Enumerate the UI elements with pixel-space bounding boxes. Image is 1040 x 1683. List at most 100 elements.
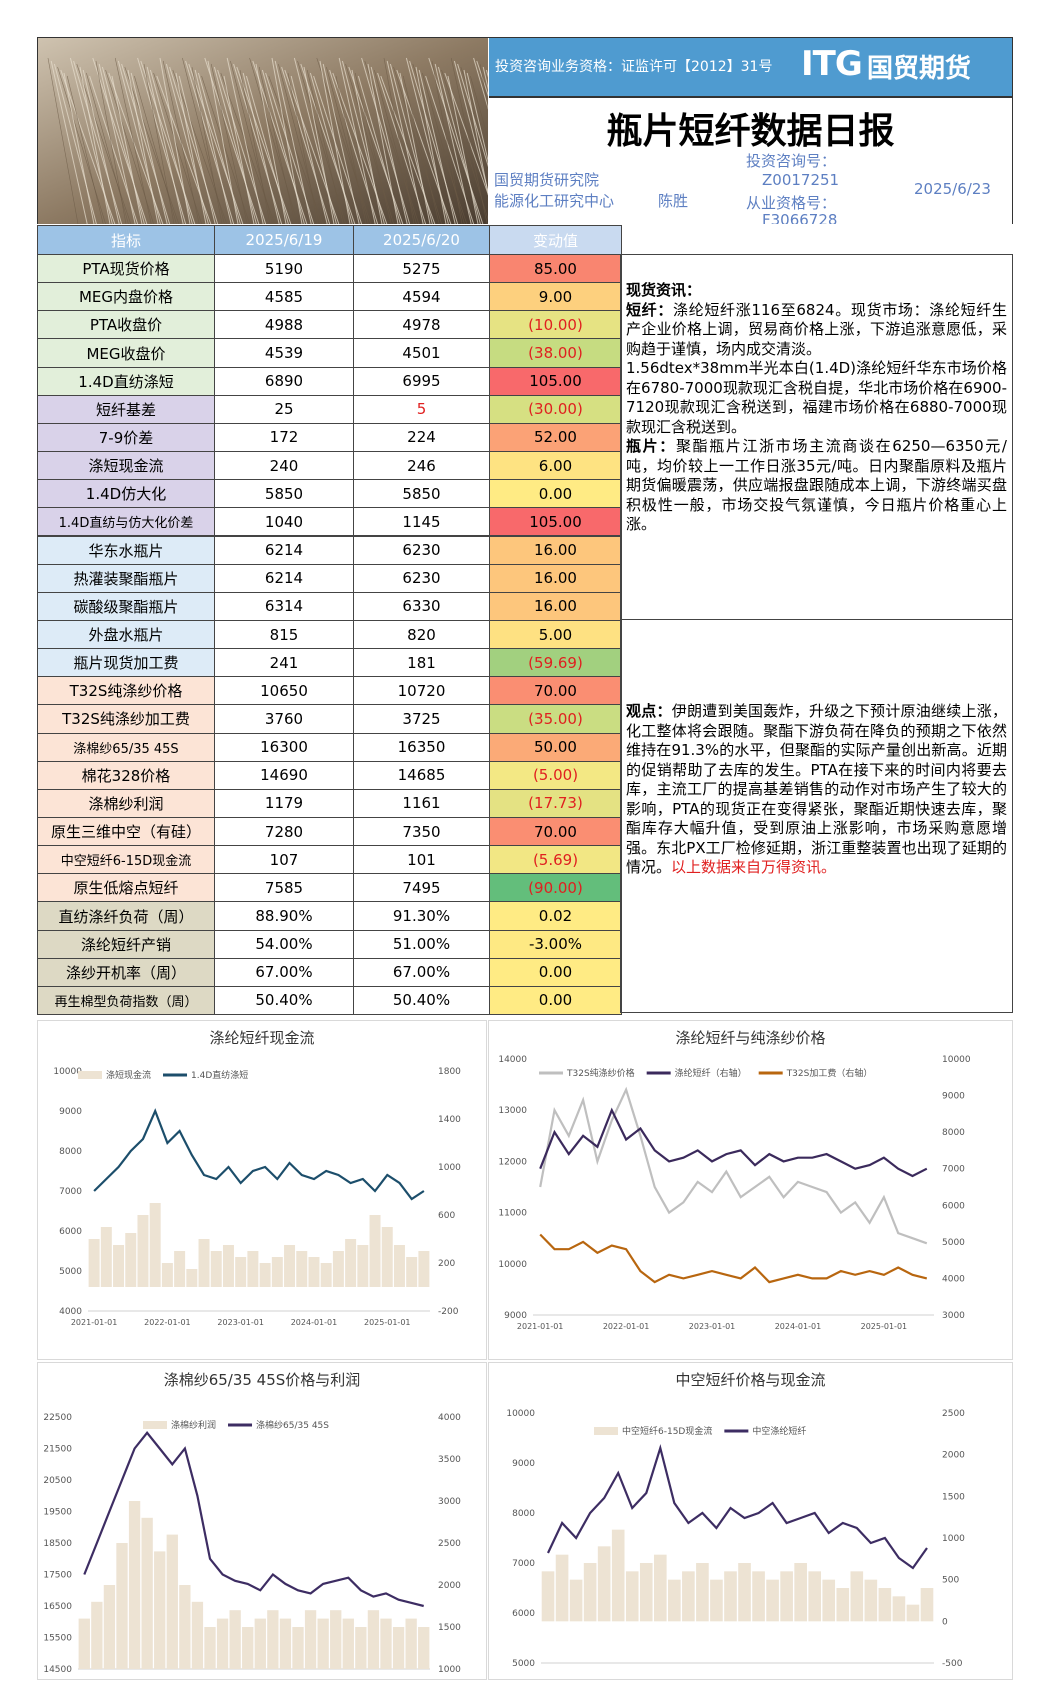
bar bbox=[191, 1601, 204, 1669]
bar bbox=[597, 1546, 611, 1622]
row-value: 54.00% bbox=[214, 929, 354, 959]
bar bbox=[296, 1251, 308, 1287]
legend-swatch bbox=[143, 1421, 167, 1429]
chart: 涤棉纱65/35 45S价格与利润 14500 15500 16500 17500 185… bbox=[43, 1371, 461, 1675]
row-value: 70.00 bbox=[489, 817, 622, 847]
bar bbox=[367, 1610, 380, 1669]
y-tick-label: 4000 bbox=[59, 1307, 82, 1317]
row-value: 4585 bbox=[214, 282, 354, 312]
row-label: 1.4D仿大化 bbox=[37, 479, 215, 509]
news-heading: 现货资讯： bbox=[626, 281, 702, 299]
bar bbox=[808, 1571, 822, 1622]
bar bbox=[380, 1618, 392, 1669]
y2-tick-label: 1500 bbox=[942, 1492, 965, 1502]
row-value: (5.69) bbox=[489, 845, 622, 875]
chart-title: 中空短纤价格与现金流 bbox=[675, 1371, 825, 1389]
bar bbox=[850, 1571, 864, 1622]
row-value: 1161 bbox=[353, 788, 490, 818]
bar bbox=[292, 1627, 304, 1669]
row-value: 5 bbox=[353, 394, 490, 424]
y-tick-label: 7000 bbox=[512, 1559, 535, 1569]
y2-tick-label: 2000 bbox=[942, 1451, 965, 1461]
line bbox=[539, 1086, 928, 1245]
legend-swatch bbox=[594, 1427, 618, 1435]
chart: 中空短纤价格与现金流 5000 6000 7000 8000 9000 10000 -500 0… bbox=[506, 1371, 965, 1669]
y-tick-label: 10000 bbox=[498, 1260, 527, 1270]
inv-no: Z0017251 bbox=[762, 171, 840, 189]
date: 2025/6/23 bbox=[914, 180, 991, 198]
row-label: MEG收盘价 bbox=[37, 338, 215, 368]
row-value: 105.00 bbox=[489, 366, 622, 396]
bar bbox=[392, 1627, 405, 1669]
row-value: 0.00 bbox=[489, 479, 622, 509]
bar bbox=[766, 1579, 779, 1622]
line bbox=[547, 1443, 928, 1570]
row-label: 涤纶短纤产销 bbox=[37, 929, 215, 959]
row-value: 67.00% bbox=[214, 957, 354, 987]
y-tick-label: 9000 bbox=[504, 1311, 527, 1321]
row-value: 6314 bbox=[214, 591, 354, 621]
row-value: 7280 bbox=[214, 817, 354, 847]
line bbox=[93, 1108, 425, 1201]
y-tick-label: 6000 bbox=[59, 1227, 82, 1237]
bar bbox=[304, 1610, 317, 1669]
x-tick-label: 2022-01-01 bbox=[603, 1322, 650, 1331]
legend-label: 1.4D直纺涤短 bbox=[191, 1069, 248, 1081]
row-value: 6214 bbox=[214, 563, 354, 593]
bar bbox=[836, 1588, 850, 1622]
legend-label: 涤棉纱65/35 45S bbox=[256, 1419, 329, 1431]
bar bbox=[639, 1563, 653, 1622]
row-value: 4539 bbox=[214, 338, 354, 368]
report-title: 瓶片短纤数据日报 bbox=[606, 111, 895, 152]
news-label: 短纤： bbox=[626, 300, 674, 319]
dept: 能源化工研究中心 bbox=[494, 192, 615, 210]
chart: 涤纶短纤与纯涤纱价格 9000 10000 11000 12000 13000 14000 3… bbox=[498, 1029, 971, 1331]
bar bbox=[794, 1563, 807, 1622]
view-text: 伊朗遭到美国轰炸，升级之下预计原油继续上涨，化工整体将会跟随。聚酯下游负荷在降负… bbox=[626, 702, 1007, 876]
report-header: 投资咨询业务资格：证监许可【2012】31号 ITG 国贸期货 瓶片短纤数据日报… bbox=[37, 37, 1013, 224]
row-value: 7495 bbox=[353, 873, 490, 903]
row-value: 5850 bbox=[353, 479, 490, 509]
bar bbox=[308, 1257, 320, 1287]
y-tick-label: 9000 bbox=[59, 1107, 82, 1117]
row-value: 9.00 bbox=[489, 282, 622, 312]
x-tick-label: 2024-01-01 bbox=[291, 1318, 338, 1327]
row-value: 85.00 bbox=[489, 254, 622, 284]
legend-label: T32S加工费（右轴） bbox=[786, 1067, 873, 1079]
row-value: (17.73) bbox=[489, 788, 622, 818]
y2-tick-label: 1000 bbox=[438, 1163, 461, 1173]
bar bbox=[242, 1627, 254, 1669]
chart-title: 涤纶短纤现金流 bbox=[209, 1029, 314, 1047]
y2-tick-label: 500 bbox=[942, 1576, 959, 1586]
row-value: 10720 bbox=[353, 676, 490, 706]
y-tick-label: 20500 bbox=[43, 1476, 72, 1486]
row-value: 14690 bbox=[214, 760, 354, 790]
y-tick-label: 6000 bbox=[512, 1609, 535, 1619]
y2-tick-label: 7000 bbox=[942, 1165, 965, 1175]
bar bbox=[137, 1215, 149, 1287]
row-label: 短纤基差 bbox=[37, 394, 215, 424]
qual-no: F3066728 bbox=[762, 211, 838, 224]
bar bbox=[128, 1501, 141, 1669]
row-value: 16350 bbox=[353, 732, 490, 762]
y2-tick-label: 4000 bbox=[942, 1274, 965, 1284]
legend-label: 中空短纤6-15D现金流 bbox=[622, 1425, 712, 1437]
x-tick-label: 2021-01-01 bbox=[517, 1322, 564, 1331]
row-value: 107 bbox=[214, 845, 354, 875]
inv-label: 投资咨询号： bbox=[746, 152, 837, 170]
row-value: 1179 bbox=[214, 788, 354, 818]
bar bbox=[100, 1227, 112, 1287]
row-value: 241 bbox=[214, 648, 354, 678]
y-tick-label: 13000 bbox=[498, 1106, 527, 1116]
bar bbox=[254, 1618, 266, 1669]
y-tick-label: 5000 bbox=[512, 1659, 535, 1669]
bar bbox=[91, 1601, 103, 1669]
row-value: 7585 bbox=[214, 873, 354, 903]
row-value: 101 bbox=[353, 845, 490, 875]
row-value: 5275 bbox=[353, 254, 490, 284]
row-value: 6230 bbox=[353, 535, 490, 565]
row-label: 华东水瓶片 bbox=[37, 535, 215, 565]
bar bbox=[393, 1245, 405, 1287]
bar bbox=[279, 1618, 292, 1669]
